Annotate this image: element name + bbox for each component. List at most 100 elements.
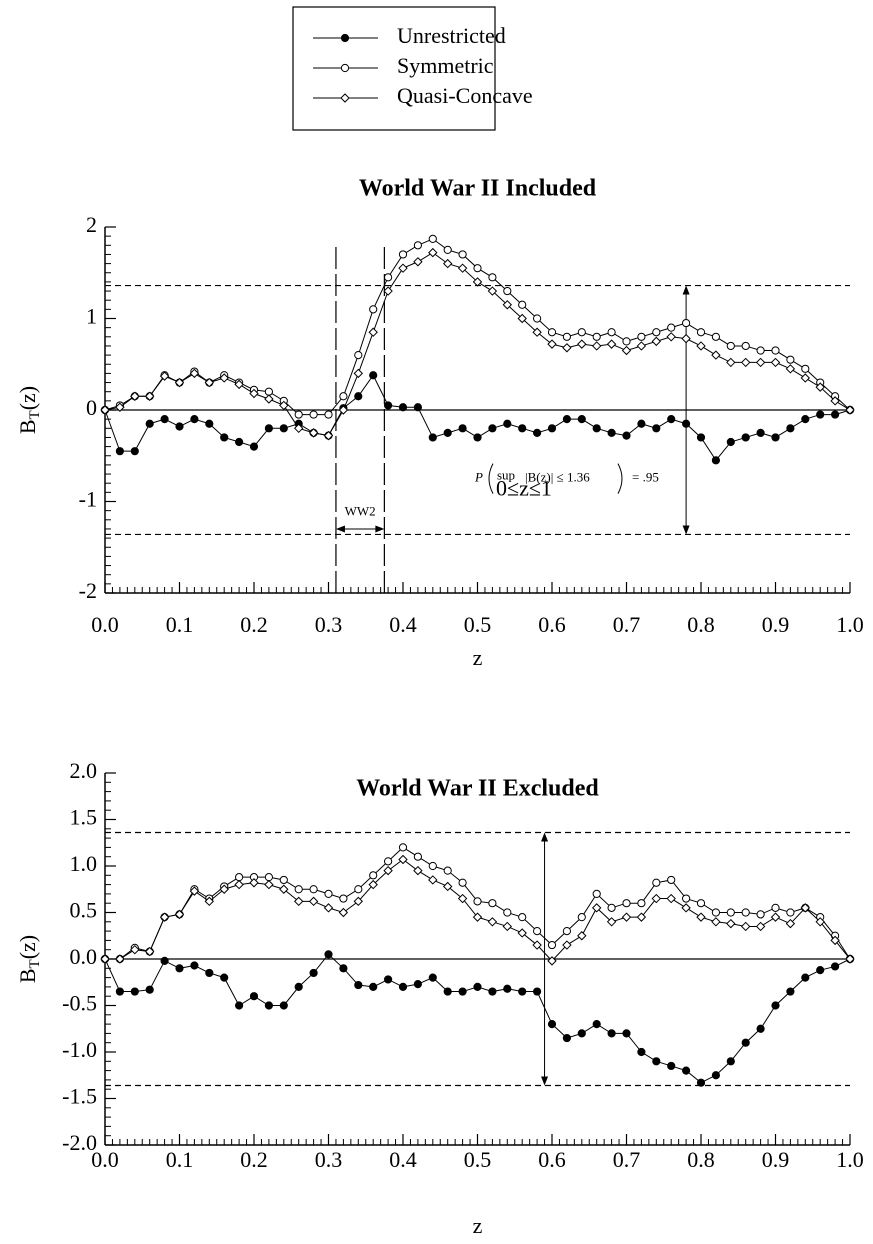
- marker: [637, 332, 646, 341]
- marker: [533, 927, 542, 936]
- marker: [324, 950, 333, 959]
- marker: [144, 946, 155, 957]
- marker: [220, 973, 229, 982]
- marker: [100, 954, 110, 964]
- marker: [205, 419, 214, 428]
- x-tick-label: 0.3: [315, 612, 343, 637]
- marker: [696, 328, 706, 337]
- marker: [384, 857, 393, 866]
- marker: [160, 415, 169, 424]
- marker: [443, 245, 452, 254]
- marker: [652, 424, 661, 433]
- marker: [428, 875, 438, 885]
- marker: [354, 351, 363, 360]
- marker: [428, 973, 437, 982]
- marker: [726, 1057, 735, 1066]
- marker: [577, 931, 587, 941]
- marker: [830, 396, 840, 406]
- marker: [383, 286, 393, 296]
- marker: [502, 921, 513, 932]
- marker: [636, 341, 647, 351]
- marker: [145, 985, 154, 994]
- marker: [383, 865, 393, 876]
- marker: [652, 328, 661, 337]
- marker: [518, 987, 527, 996]
- marker: [130, 447, 139, 456]
- marker: [130, 987, 139, 996]
- legend-label: Quasi-Concave: [397, 83, 533, 108]
- marker: [219, 884, 229, 894]
- x-tick-label: 0.2: [240, 1147, 268, 1172]
- marker: [622, 337, 631, 346]
- marker: [398, 263, 408, 273]
- x-tick-label: 0.1: [166, 1147, 194, 1172]
- marker: [189, 886, 200, 896]
- marker: [175, 422, 184, 431]
- marker: [264, 387, 273, 396]
- marker: [607, 428, 616, 437]
- marker: [472, 277, 483, 287]
- marker: [652, 1057, 661, 1066]
- marker: [354, 885, 363, 894]
- marker: [741, 1038, 750, 1047]
- marker: [264, 394, 274, 404]
- marker: [130, 944, 140, 955]
- marker: [681, 903, 691, 913]
- marker: [651, 336, 662, 347]
- marker: [577, 339, 587, 349]
- marker: [577, 328, 586, 337]
- marker: [384, 975, 393, 984]
- marker: [786, 987, 795, 996]
- x-tick-label: 0.2: [240, 612, 268, 637]
- marker: [831, 962, 840, 971]
- marker: [294, 410, 303, 419]
- paren: [488, 463, 494, 494]
- marker: [219, 373, 229, 383]
- marker: [293, 423, 304, 434]
- marker: [235, 873, 244, 882]
- marker: [801, 973, 810, 982]
- marker: [666, 332, 676, 342]
- marker: [487, 286, 498, 296]
- marker: [622, 899, 631, 908]
- marker: [115, 954, 125, 964]
- y-label-base: B: [15, 419, 40, 434]
- legend-box: [292, 6, 496, 131]
- x-tick-label: 0.7: [613, 1147, 641, 1172]
- x-tick-label: 0.5: [464, 1147, 492, 1172]
- marker: [533, 428, 542, 437]
- marker: [637, 419, 646, 428]
- marker: [458, 987, 467, 996]
- marker: [369, 982, 378, 992]
- marker: [726, 341, 735, 351]
- y-tick-label: 2.0: [70, 758, 98, 783]
- marker: [786, 908, 795, 917]
- marker: [502, 300, 513, 310]
- x-tick-label: 0.9: [762, 612, 790, 637]
- marker: [637, 899, 646, 908]
- marker: [667, 323, 676, 332]
- arrow-head: [682, 525, 690, 535]
- marker: [621, 345, 632, 356]
- marker: [756, 910, 765, 919]
- x-tick-label: 0.8: [687, 1147, 715, 1172]
- marker: [682, 419, 691, 428]
- marker: [428, 433, 437, 442]
- marker: [368, 879, 378, 890]
- marker: [740, 357, 751, 368]
- marker: [800, 373, 811, 383]
- legend-marker: [340, 33, 350, 43]
- marker: [503, 984, 512, 993]
- marker: [473, 982, 482, 992]
- marker: [771, 1001, 780, 1010]
- marker: [160, 956, 169, 965]
- marker: [249, 878, 259, 888]
- marker: [368, 327, 378, 337]
- x-tick-label: 1.0: [836, 1147, 864, 1172]
- marker: [547, 956, 557, 966]
- chart-title: World War II Included: [359, 176, 597, 202]
- marker: [577, 913, 586, 922]
- marker: [607, 1029, 616, 1038]
- series-line: [105, 858, 851, 962]
